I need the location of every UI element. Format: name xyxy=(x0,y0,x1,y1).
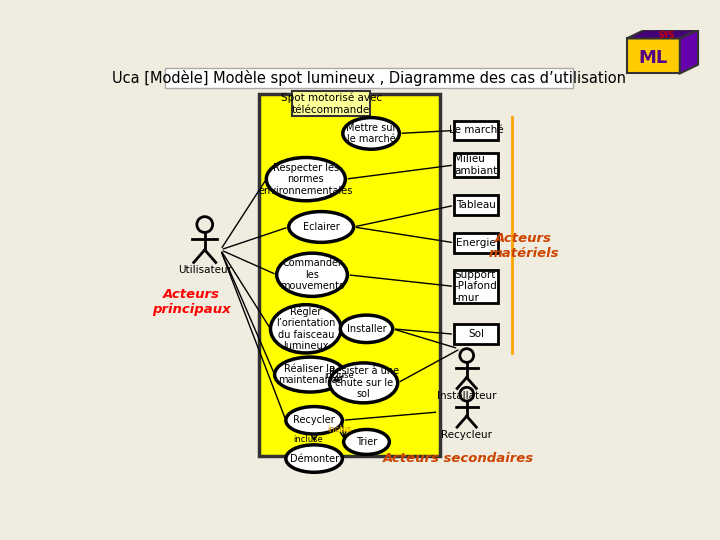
Ellipse shape xyxy=(286,445,343,472)
Text: Acteurs
principaux: Acteurs principaux xyxy=(152,288,230,316)
Text: Spot motorisé avec
télécommande: Spot motorisé avec télécommande xyxy=(281,92,382,114)
Text: Réaliser la
maintenance: Réaliser la maintenance xyxy=(278,364,342,386)
FancyBboxPatch shape xyxy=(166,68,572,87)
Text: Eclairer: Eclairer xyxy=(303,222,340,232)
Ellipse shape xyxy=(271,305,341,353)
FancyBboxPatch shape xyxy=(454,233,498,253)
Text: incluse: incluse xyxy=(293,435,323,443)
FancyBboxPatch shape xyxy=(454,153,498,177)
Text: Respecter les
normes
environnementales: Respecter les normes environnementales xyxy=(258,163,353,195)
Text: Trier: Trier xyxy=(356,437,377,447)
Text: Recycler: Recycler xyxy=(293,415,335,426)
Ellipse shape xyxy=(274,357,346,392)
Text: Démonter: Démonter xyxy=(289,454,338,463)
FancyBboxPatch shape xyxy=(454,195,498,215)
Text: Energie: Energie xyxy=(456,238,496,248)
Text: ML: ML xyxy=(638,49,667,67)
Text: Support
-Plafond
-mur: Support -Plafond -mur xyxy=(455,270,498,303)
FancyBboxPatch shape xyxy=(454,324,498,344)
Ellipse shape xyxy=(330,363,397,403)
Text: Milieu
ambiant: Milieu ambiant xyxy=(454,154,498,176)
Text: Installer: Installer xyxy=(347,324,387,334)
Polygon shape xyxy=(626,30,698,38)
Ellipse shape xyxy=(276,253,347,296)
Text: Installateur: Installateur xyxy=(437,391,497,401)
Text: Acteurs
matériels: Acteurs matériels xyxy=(488,232,559,260)
Text: Tableau: Tableau xyxy=(456,200,496,211)
Ellipse shape xyxy=(343,118,400,149)
FancyBboxPatch shape xyxy=(258,94,440,456)
Text: Le marché: Le marché xyxy=(449,125,503,136)
Ellipse shape xyxy=(341,315,392,342)
Polygon shape xyxy=(626,38,680,73)
Ellipse shape xyxy=(343,429,390,454)
Ellipse shape xyxy=(266,158,346,201)
Polygon shape xyxy=(680,30,698,73)
Text: Acteurs secondaires: Acteurs secondaires xyxy=(383,453,534,465)
Ellipse shape xyxy=(289,212,354,242)
Text: Commander
les
mouvements: Commander les mouvements xyxy=(280,258,344,292)
FancyBboxPatch shape xyxy=(292,91,370,116)
Text: Sol: Sol xyxy=(468,329,484,339)
Text: Régler
l’orientation
du faisceau
lumineux: Régler l’orientation du faisceau lumineu… xyxy=(276,306,336,352)
Text: Utilisateur: Utilisateur xyxy=(178,265,232,275)
Text: inclus: inclus xyxy=(328,424,352,434)
Text: Recycleur: Recycleur xyxy=(441,430,492,440)
FancyBboxPatch shape xyxy=(454,120,498,140)
Text: incluse: incluse xyxy=(324,372,354,380)
Ellipse shape xyxy=(286,407,343,434)
Text: Résister à une
chute sur le
sol: Résister à une chute sur le sol xyxy=(328,366,399,400)
Text: SYS: SYS xyxy=(658,31,675,40)
FancyBboxPatch shape xyxy=(454,270,498,302)
Text: Mettre sur
le marché: Mettre sur le marché xyxy=(346,123,396,144)
Text: Uca [Modèle] Modèle spot lumineux , Diagramme des cas d’utilisation: Uca [Modèle] Modèle spot lumineux , Diag… xyxy=(112,70,626,86)
